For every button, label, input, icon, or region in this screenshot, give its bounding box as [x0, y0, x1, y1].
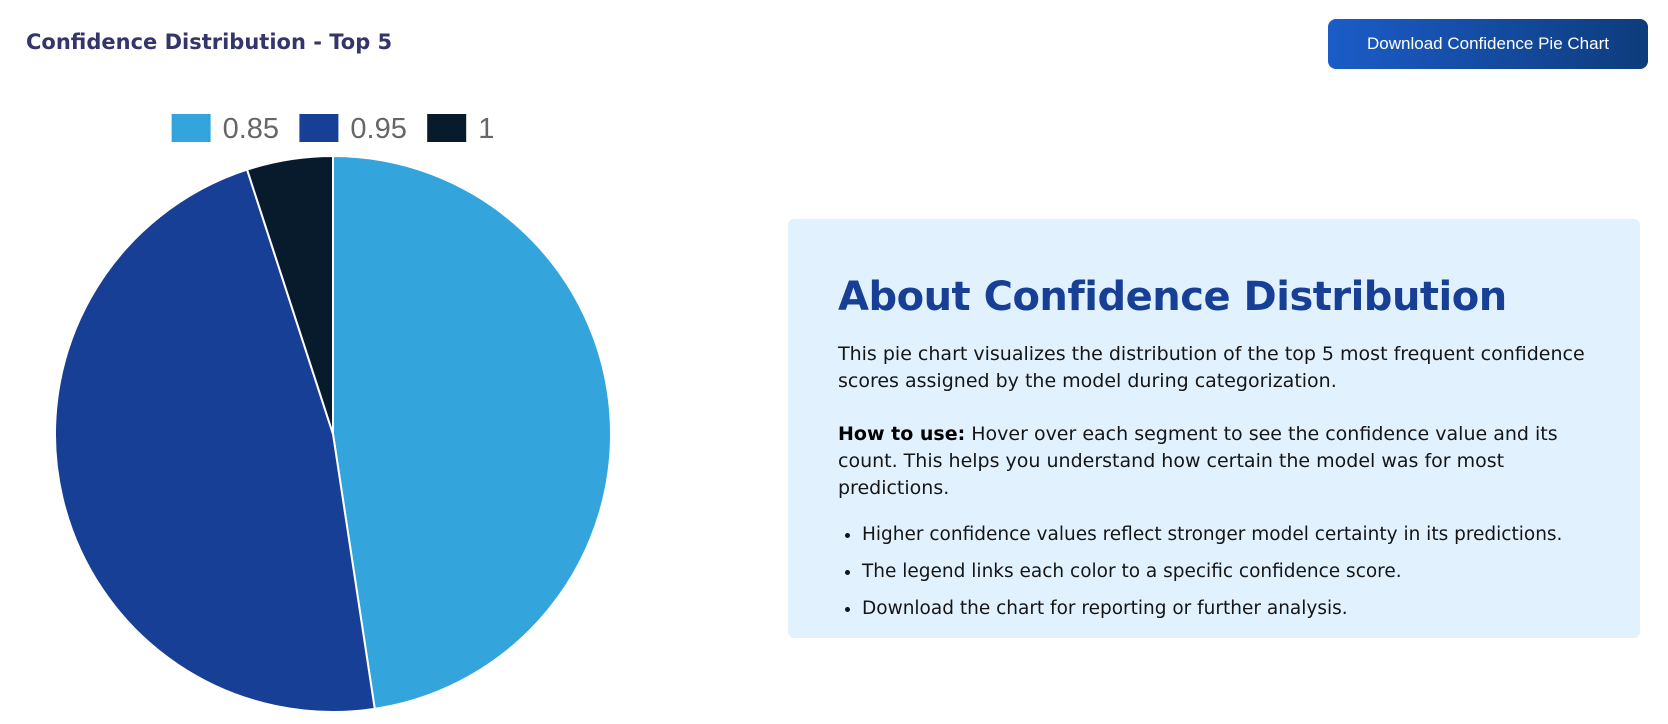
- pie-slices[interactable]: [54, 154, 612, 713]
- legend-label: 0.85: [223, 113, 279, 145]
- how-to-use-body: Hover over each segment to see the confi…: [838, 423, 1558, 499]
- page-title: Confidence Distribution - Top 5: [26, 30, 393, 54]
- legend-item-0-95[interactable]: 0.95: [299, 113, 407, 145]
- info-bullet: Higher confidence values reflect stronge…: [862, 522, 1600, 548]
- info-bullet-list: Higher confidence values reflect stronge…: [838, 522, 1600, 622]
- legend-swatch: [171, 114, 211, 142]
- legend-swatch: [427, 114, 467, 142]
- info-panel: About Confidence Distribution This pie c…: [788, 219, 1640, 638]
- pie-slice-1[interactable]: [245, 154, 334, 435]
- legend-item-1[interactable]: 1: [427, 113, 494, 145]
- download-chart-button[interactable]: Download Confidence Pie Chart: [1328, 19, 1648, 69]
- pie-slice-0-85[interactable]: [332, 154, 612, 710]
- how-to-use-label: How to use:: [838, 423, 966, 445]
- chart-panel: 0.85 0.95 1: [26, 90, 626, 716]
- pie-chart: 0.85 0.95 1: [54, 113, 612, 713]
- legend-swatch: [299, 114, 339, 142]
- how-to-use-text: How to use: Hover over each segment to s…: [838, 421, 1598, 502]
- legend-label: 0.95: [350, 113, 406, 145]
- info-title: About Confidence Distribution: [838, 274, 1507, 320]
- legend-label: 1: [478, 113, 494, 145]
- info-bullet: The legend links each color to a specifi…: [862, 559, 1600, 585]
- chart-legend: 0.85 0.95 1: [171, 113, 494, 145]
- info-description: This pie chart visualizes the distributi…: [838, 343, 1585, 392]
- info-bullet: Download the chart for reporting or furt…: [862, 596, 1600, 622]
- legend-item-0-85[interactable]: 0.85: [171, 113, 279, 145]
- pie-slice-0-95[interactable]: [54, 168, 376, 713]
